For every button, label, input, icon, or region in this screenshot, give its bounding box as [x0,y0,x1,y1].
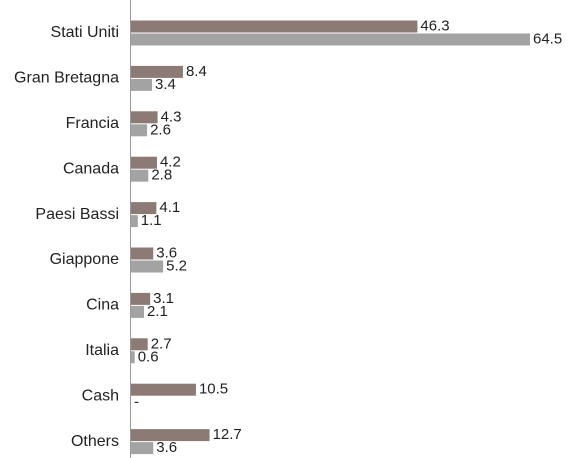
category-label-canada: Canada [63,160,119,177]
bar-series-2-italia [131,351,135,364]
bar-series-1-gran-bretagna [131,65,183,78]
value-label-series-2-cash: - [134,394,139,411]
value-label-series-2-canada: 2.8 [151,167,172,184]
bar-series-2-canada [131,169,149,182]
bar-series-2-francia [131,124,148,137]
bar-series-1-paesi-bassi [131,202,157,215]
value-label-series-2-giappone: 5.2 [166,257,187,274]
value-label-series-1-giappone: 3.6 [156,244,177,261]
value-label-series-2-stati-uniti: 64.5 [533,30,562,47]
bar-series-1-stati-uniti [131,20,418,33]
value-label-series-2-francia: 2.6 [150,121,171,138]
value-label-series-1-canada: 4.2 [160,154,181,171]
bar-series-1-others [131,429,210,442]
value-label-series-2-others: 3.6 [156,439,177,456]
bar-series-1-cina [131,292,151,305]
category-label-paesi-bassi: Paesi Bassi [35,206,119,223]
category-label-others: Others [71,433,119,450]
bar-series-2-paesi-bassi [131,215,138,228]
bar-series-1-italia [131,338,148,351]
category-label-gran-bretagna: Gran Bretagna [14,70,119,87]
value-label-series-1-gran-bretagna: 8.4 [186,63,207,80]
category-label-cina: Cina [86,297,119,314]
value-label-series-2-italia: 0.6 [138,348,159,365]
bar-series-1-cash [131,383,196,396]
category-label-italia: Italia [85,342,119,359]
value-label-series-1-others: 12.7 [213,426,242,443]
value-labels-group: 46.364.58.43.44.32.64.22.84.11.13.65.23.… [134,17,562,456]
value-label-series-2-gran-bretagna: 3.4 [155,76,176,93]
value-label-series-1-francia: 4.3 [161,108,182,125]
value-label-series-2-paesi-bassi: 1.1 [141,212,162,229]
bar-series-2-gran-bretagna [131,78,153,91]
bar-series-2-giappone [131,260,164,273]
category-label-giappone: Giappone [50,251,119,268]
value-label-series-1-stati-uniti: 46.3 [420,17,449,34]
bar-series-2-cina [131,305,144,318]
bar-series-2-stati-uniti [131,33,530,46]
value-label-series-2-cina: 2.1 [147,303,168,320]
category-label-stati-uniti: Stati Uniti [51,24,119,41]
bar-series-1-francia [131,111,158,124]
bar-series-1-canada [131,156,157,169]
category-labels-group: Stati Uniti Gran Bretagna Francia Canada Pae… [14,24,119,450]
category-label-cash: Cash [82,387,119,404]
category-label-francia: Francia [66,115,119,132]
bars-group [131,20,530,455]
value-label-series-1-paesi-bassi: 4.1 [159,199,180,216]
bar-series-1-giappone [131,247,154,260]
value-label-series-1-cash: 10.5 [199,381,228,398]
value-label-series-1-cina: 3.1 [153,290,174,307]
value-label-series-1-italia: 2.7 [151,335,172,352]
bar-series-2-others [131,442,154,455]
